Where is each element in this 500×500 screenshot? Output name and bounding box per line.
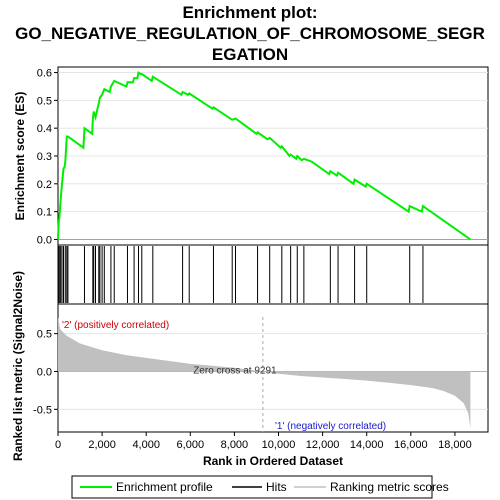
x-axis-ticks: 0 2,000 4,000 6,000 8,000 10,000 12,000 14,000 1…	[55, 432, 472, 451]
x-tick-label: 2,000	[88, 439, 116, 451]
es-y-ticks: 0.0 0.1 0.2 0.3 0.4 0.5 0.6	[37, 68, 58, 246]
es-y-tick-label: 0.5	[37, 95, 52, 107]
legend-hits-label: Hits	[266, 480, 287, 494]
es-y-tick-label: 0.4	[37, 123, 52, 135]
positive-correlated-label: '2' (positively correlated)	[62, 320, 169, 331]
metric-y-axis-label: Ranked list metric (Signal2Noise)	[11, 271, 25, 461]
x-tick-label: 14,000	[350, 439, 384, 451]
x-tick-label: 16,000	[394, 439, 428, 451]
metric-y-tick-label: -0.5	[33, 404, 52, 416]
es-y-tick-label: 0.6	[37, 68, 52, 80]
es-y-tick-label: 0.3	[37, 151, 52, 163]
metric-y-ticks: 0.5 0.0 -0.5	[33, 329, 58, 416]
chart-title-line-3: EGATION	[212, 45, 288, 64]
es-y-axis-label: Enrichment score (ES)	[13, 92, 27, 221]
x-tick-label: 6,000	[177, 439, 205, 451]
ranking-metric-area	[58, 317, 471, 429]
x-axis-label: Rank in Ordered Dataset	[203, 454, 343, 468]
hit-markers	[57, 246, 424, 303]
legend-enrichment-label: Enrichment profile	[116, 480, 213, 494]
x-tick-label: 8,000	[221, 439, 249, 451]
chart-title-line-1: Enrichment plot:	[182, 3, 317, 22]
hits-panel-frame	[57, 244, 489, 305]
metric-y-tick-label: 0.0	[37, 366, 52, 378]
enrichment-profile-line	[57, 70, 471, 241]
negative-correlated-label: '1' (negatively correlated)	[275, 421, 386, 432]
x-tick-label: 4,000	[132, 439, 160, 451]
es-y-tick-label: 0.1	[37, 207, 52, 219]
chart-title-line-2: GO_NEGATIVE_REGULATION_OF_CHROMOSOME_SEG…	[15, 24, 485, 43]
x-tick-label: 12,000	[306, 439, 340, 451]
x-tick-label: 10,000	[262, 439, 296, 451]
zero-cross-label: Zero cross at 9291	[193, 365, 277, 376]
x-tick-label: 0	[55, 439, 61, 451]
metric-y-tick-label: 0.5	[37, 329, 52, 341]
x-tick-label: 18,000	[438, 439, 472, 451]
es-y-tick-label: 0.2	[37, 179, 52, 191]
legend-metric-label: Ranking metric scores	[330, 480, 449, 494]
es-y-tick-label: 0.0	[37, 234, 52, 246]
